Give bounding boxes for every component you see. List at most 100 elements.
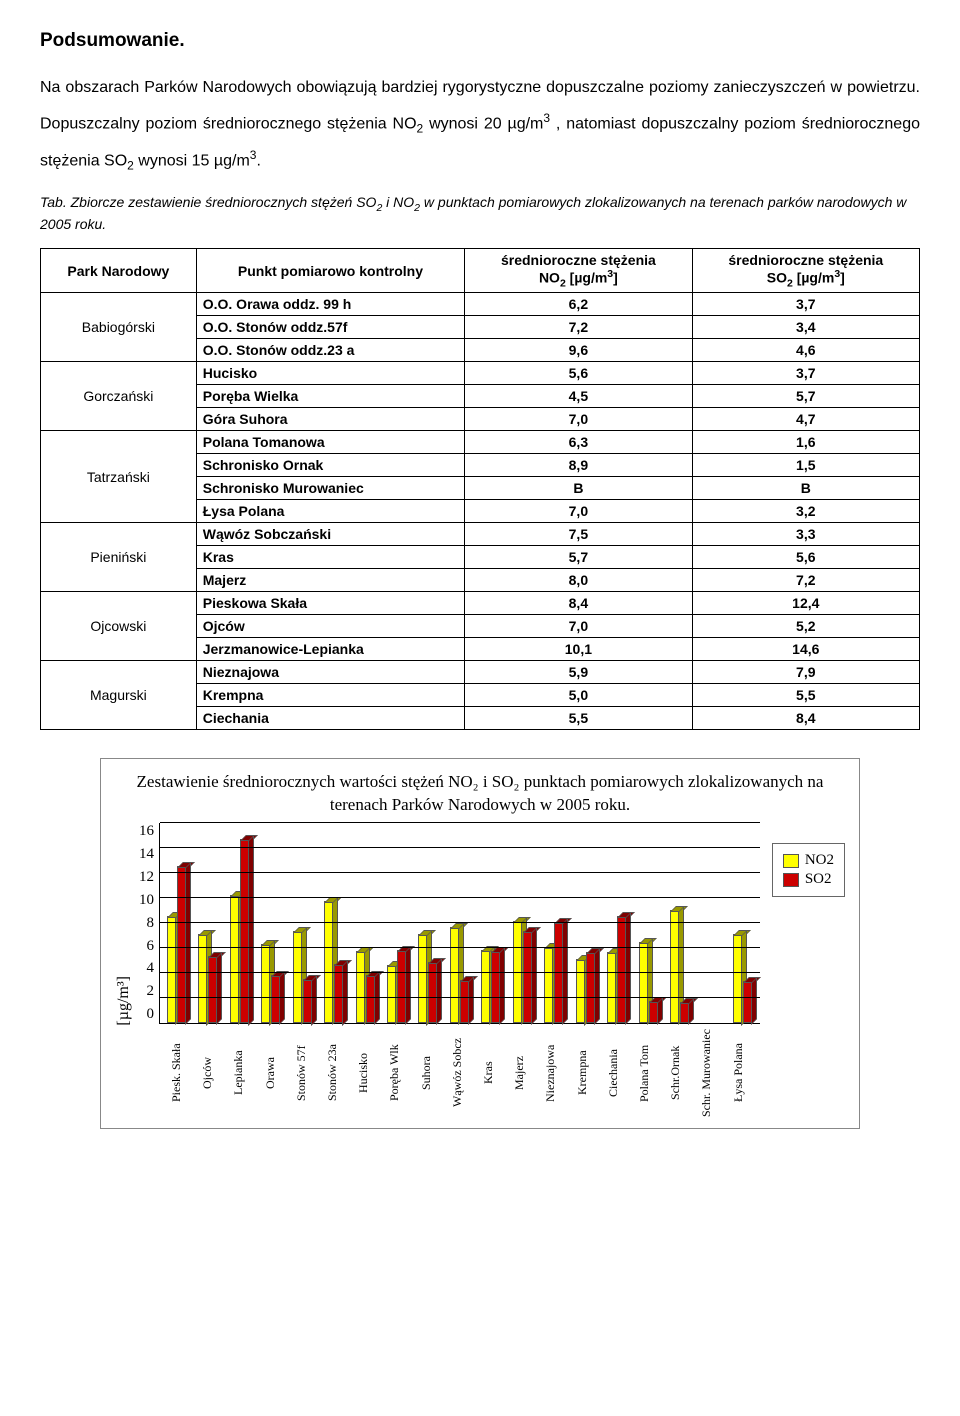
point-cell: Łysa Polana [196,500,464,523]
bar [387,967,397,1023]
no2-cell: 6,2 [465,293,692,316]
point-cell: Wąwóz Sobczański [196,523,464,546]
bar-group [573,954,598,1023]
x-label: Majerz [512,1028,537,1118]
so2-cell: 1,5 [692,454,919,477]
no2-cell: 5,6 [465,362,692,385]
bar [167,918,177,1023]
x-label: Stonów 57f [294,1028,319,1118]
point-cell: Ciechania [196,707,464,730]
bar [491,953,501,1023]
chart-legend: NO2SO2 [772,843,845,897]
bar [303,981,313,1024]
bar [324,903,334,1023]
bar [607,954,617,1023]
para-text: wynosi 15 µg/m [134,152,250,169]
x-label: Lepianka [231,1028,256,1118]
x-label: Schr.Ornak [668,1028,693,1118]
x-label: Nieznajowa [543,1028,568,1118]
table-row: PienińskiWąwóz Sobczański7,53,3 [41,523,920,546]
so2-cell: 5,5 [692,684,919,707]
park-cell: Gorczański [41,362,197,431]
bar-side [405,946,411,1025]
no2-cell: 8,9 [465,454,692,477]
point-cell: Pieskowa Skała [196,592,464,615]
point-cell: O.O. Stonów oddz.23 a [196,339,464,362]
col-point: Punkt pomiarowo kontrolny [196,248,464,292]
x-label: Hucisko [356,1028,381,1118]
point-cell: Majerz [196,569,464,592]
y-tick: 16 [139,823,154,840]
so2-cell: 4,7 [692,408,919,431]
chart-title: Zestawienie średniorocznych wartości stę… [115,771,845,817]
bar [733,936,743,1024]
so2-cell: B [692,477,919,500]
point-cell: Polana Tomanowa [196,431,464,454]
bar-group [195,936,220,1024]
bar [554,924,564,1023]
x-label: Ciechania [606,1028,631,1118]
no2-cell: 7,0 [465,408,692,431]
bar [271,977,281,1023]
no2-cell: 7,5 [465,523,692,546]
so2-cell: 3,2 [692,500,919,523]
bar [617,918,627,1023]
bar [450,929,460,1023]
bar-side [216,952,222,1025]
no2-cell: 8,4 [465,592,692,615]
bar-side [688,998,694,1025]
no2-cell: 5,7 [465,546,692,569]
bar [649,1003,659,1023]
bar-group [479,952,504,1023]
bar-side [657,997,663,1025]
bar [513,923,523,1023]
so2-cell: 5,2 [692,615,919,638]
table-row: MagurskiNieznajowa5,97,9 [41,661,920,684]
bar [544,949,554,1023]
superscript-3: 3 [834,268,840,280]
bar-side [185,862,191,1025]
bar-group [164,868,189,1023]
table-caption: Tab. Zbiorcze zestawienie średniorocznyc… [40,193,920,234]
no2-cell: 8,0 [465,569,692,592]
bar [334,966,344,1024]
x-label: Poręba Wlk [387,1028,412,1118]
caption-text: i NO [382,194,414,210]
so2-cell: 5,6 [692,546,919,569]
gridline [160,947,760,948]
bar-side [499,947,505,1025]
so2-cell: 12,4 [692,592,919,615]
legend-label: NO2 [805,852,834,869]
bar [208,958,218,1023]
y-tick: 4 [147,960,155,977]
x-label: Kras [481,1028,506,1118]
legend-swatch [783,873,799,887]
bar-group [353,953,378,1023]
y-tick: 6 [147,938,155,955]
gridline [160,822,760,823]
so2-cell: 3,7 [692,362,919,385]
y-axis-ticks: 1614121086420 [139,823,159,1023]
bar-side [342,960,348,1026]
col-so2: średnioroczne stężenia SO2 [µg/m3] [692,248,919,292]
no2-cell: 9,6 [465,339,692,362]
bar [198,936,208,1024]
caption-text: Tab. Zbiorcze zestawienie średniorocznyc… [40,194,376,210]
col-park: Park Narodowy [41,248,197,292]
subscript-2: 2 [127,159,134,173]
point-cell: O.O. Orawa oddz. 99 h [196,293,464,316]
col-no2: średnioroczne stężenia NO2 [µg/m3] [465,248,692,292]
gridline [160,847,760,848]
header-text: [µg/m [566,270,608,286]
para-text: wynosi 20 µg/m [423,116,543,133]
no2-cell: B [465,477,692,500]
so2-cell: 3,7 [692,293,919,316]
bar [240,841,250,1024]
x-label: Polana Tom [637,1028,662,1118]
point-cell: Jerzmanowice-Lepianka [196,638,464,661]
bar-side [531,927,537,1025]
legend-swatch [783,854,799,868]
bar-group [258,946,283,1024]
bar-group [542,924,567,1023]
x-label: Piesk. Skała [169,1028,194,1118]
